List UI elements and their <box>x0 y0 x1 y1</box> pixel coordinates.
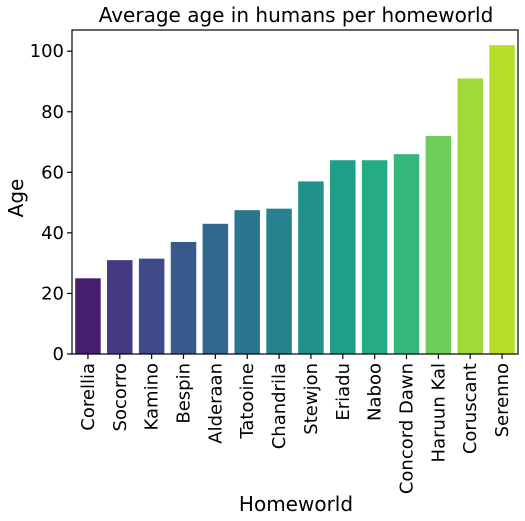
x-tick-label: Kamino <box>142 363 163 430</box>
y-tick-label: 0 <box>53 344 64 365</box>
chart-title: Average age in humans per homeworld <box>99 3 494 27</box>
bar-tatooine <box>234 210 260 354</box>
x-tick-label: Naboo <box>365 363 386 421</box>
bar-bespin <box>170 241 197 354</box>
bar-concord-dawn <box>393 154 420 354</box>
bar-alderaan <box>202 223 229 354</box>
x-axis-ticks: Corellia Socorro Kamino Bespin Alderaan Tatoo… <box>78 354 513 494</box>
y-tick-label: 60 <box>41 162 64 183</box>
x-tick-label: Coruscant <box>460 363 481 454</box>
y-axis-label: Age <box>4 179 28 218</box>
x-tick-label: Serenno <box>492 363 513 437</box>
y-tick-label: 80 <box>41 102 64 123</box>
x-tick-label: Bespin <box>174 363 195 424</box>
bar-serenno <box>489 45 515 354</box>
plot-frame <box>71 29 519 355</box>
bar-eriadu <box>330 160 356 354</box>
x-tick-label: Eriadu <box>333 363 354 421</box>
bar-coruscant <box>457 78 483 354</box>
x-tick-label: Stewjon <box>301 363 322 435</box>
y-tick-label: 20 <box>41 283 64 304</box>
bars <box>75 45 515 354</box>
x-tick-label: Corellia <box>78 363 99 431</box>
bar-corellia <box>75 278 101 354</box>
bar-kamino <box>138 258 165 354</box>
bar-socorro <box>107 260 133 354</box>
y-axis-ticks: 0 20 40 60 80 100 <box>30 41 72 365</box>
bar-stewjon <box>298 181 324 354</box>
y-tick-label: 100 <box>30 41 64 62</box>
y-tick-label: 40 <box>41 223 64 244</box>
bar-naboo <box>361 160 388 354</box>
x-tick-label: Haruun Kal <box>428 363 449 462</box>
bar-haruun-kal <box>425 135 452 354</box>
x-tick-label: Alderaan <box>205 363 226 444</box>
x-tick-label: Tatooine <box>237 363 258 440</box>
x-tick-label: Concord Dawn <box>397 363 418 494</box>
x-tick-label: Socorro <box>110 363 131 431</box>
bar-chandrila <box>266 208 292 354</box>
x-tick-label: Chandrila <box>269 363 290 449</box>
x-axis-label: Homeworld <box>239 492 353 516</box>
